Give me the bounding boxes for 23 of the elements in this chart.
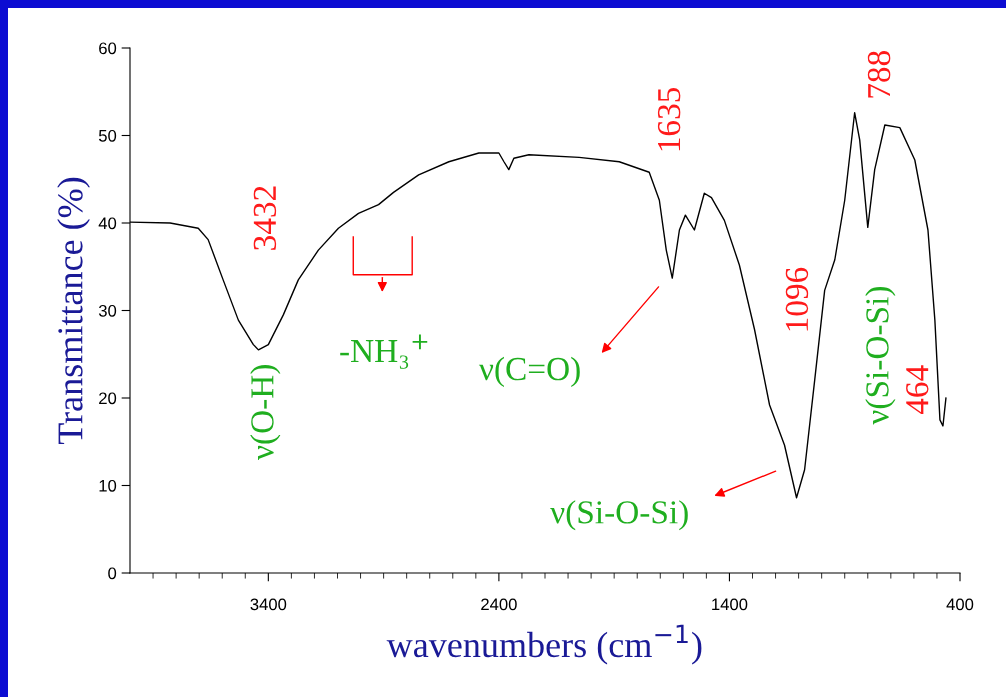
annotation: 464 <box>906 365 929 415</box>
y-tick-label: 10 <box>99 479 117 492</box>
y-tick-label: 0 <box>108 567 117 580</box>
x-tick-label: 3400 <box>250 598 287 611</box>
annotation: 3432 <box>253 186 277 250</box>
annotation: ν(C=O) <box>478 356 580 388</box>
y-tick-label: 20 <box>99 392 117 405</box>
x-tick-label: 400 <box>946 598 974 611</box>
y-tick-label: 50 <box>98 129 117 142</box>
x-tick-label: 1400 <box>712 598 748 611</box>
annotation: -NH₃$^{+}$ <box>340 334 428 369</box>
annotation: 1096 <box>785 267 809 331</box>
y-tick-label: 40 <box>98 217 117 230</box>
annotation: 788 <box>867 51 891 98</box>
annotation: ν(Si-O-Si) <box>550 500 688 531</box>
annotation: 1635 <box>657 87 681 151</box>
x-tick-label: 2400 <box>481 598 517 611</box>
annotation: ν(Si-O-Si) <box>865 287 896 425</box>
annotation: ν(O-H) <box>250 365 281 460</box>
y-tick-label: 60 <box>99 42 117 55</box>
x-axis-title: wavenumbers (cm$^{−1}$) <box>386 624 702 665</box>
y-axis-title: Transmittance (%) <box>57 177 90 445</box>
y-tick-label: 30 <box>98 304 117 317</box>
